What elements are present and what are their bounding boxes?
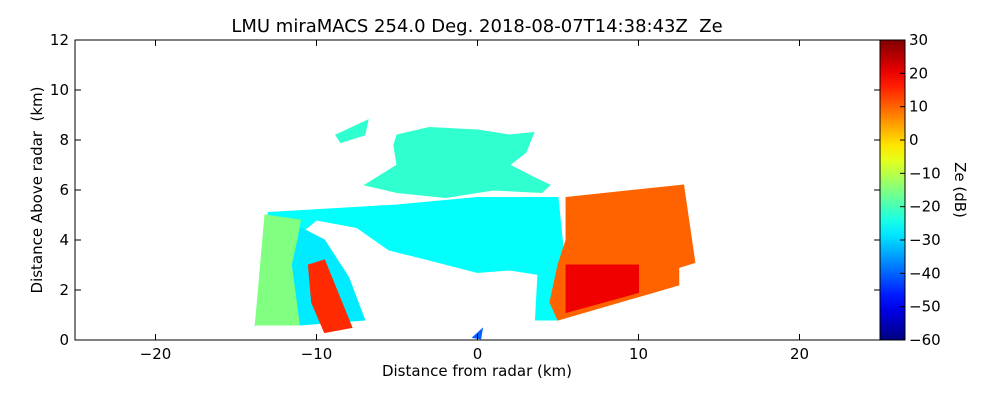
colorbar-tick-label: 30: [909, 31, 928, 49]
y-tick-label: 2: [59, 281, 69, 299]
y-tick-label: 4: [59, 231, 69, 249]
y-axis-label: Distance Above radar (km): [28, 87, 46, 294]
radar-echo: [307, 259, 353, 334]
radar-echo: [565, 264, 639, 314]
colorbar-label: Ze (dB): [951, 162, 969, 218]
colorbar-tick-label: −10: [909, 164, 941, 182]
colorbar-tick-label: −20: [909, 198, 941, 216]
y-tick-label: 10: [50, 81, 69, 99]
radar-echo: [471, 327, 484, 340]
x-tick-label: 10: [629, 345, 648, 363]
y-tick-label: 8: [59, 131, 69, 149]
radar-echo: [363, 126, 551, 199]
x-tick-label: −10: [301, 345, 333, 363]
colorbar-tick-label: 20: [909, 64, 928, 82]
chart-title: LMU miraMACS 254.0 Deg. 2018-08-07T14:38…: [231, 16, 722, 37]
y-tick-label: 0: [59, 331, 69, 349]
colorbar-tick-label: 10: [909, 98, 928, 116]
y-tick-label: 12: [50, 31, 69, 49]
x-tick-label: 0: [473, 345, 483, 363]
x-tick-label: −20: [140, 345, 172, 363]
x-tick-label: 20: [790, 345, 809, 363]
colorbar-tick-label: 0: [909, 131, 919, 149]
colorbar: [879, 39, 906, 341]
colorbar-tick-label: −60: [909, 331, 941, 349]
colorbar-tick-label: −40: [909, 264, 941, 282]
colorbar-tick-label: −50: [909, 298, 941, 316]
y-tick-label: 6: [59, 181, 69, 199]
x-axis-label: Distance from radar (km): [382, 362, 572, 380]
radar-echo: [335, 119, 369, 144]
colorbar-tick-label: −30: [909, 231, 941, 249]
